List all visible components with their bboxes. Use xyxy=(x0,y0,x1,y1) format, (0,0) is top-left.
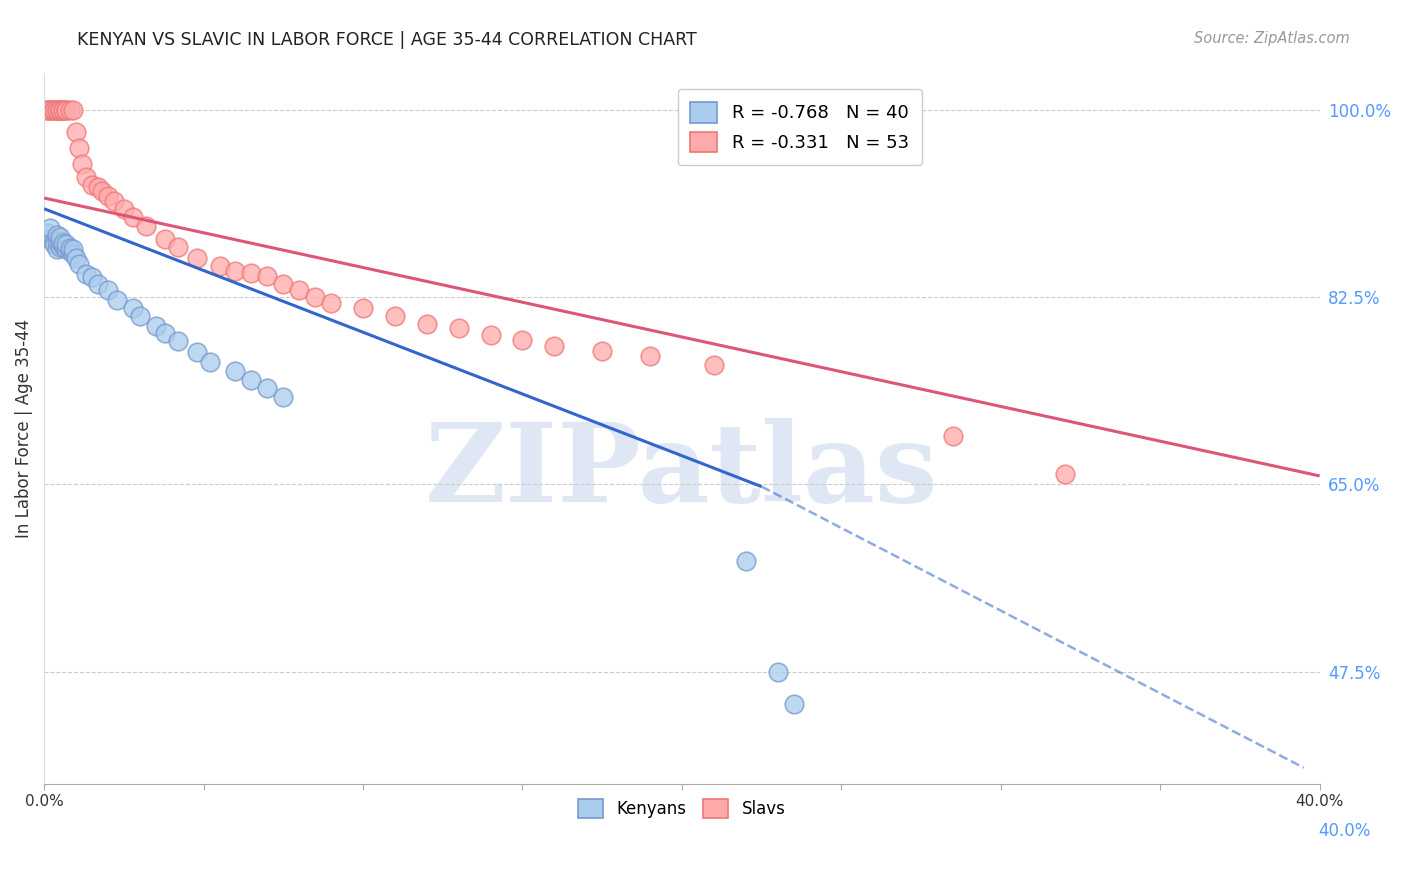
Point xyxy=(39,232,62,246)
Point xyxy=(45,234,67,248)
Point xyxy=(512,333,534,347)
Point xyxy=(37,103,59,118)
Point xyxy=(208,260,231,274)
Point xyxy=(52,235,75,250)
Text: ZIPatlas: ZIPatlas xyxy=(425,417,939,524)
Point xyxy=(112,202,135,216)
Point xyxy=(49,103,72,118)
Point xyxy=(155,232,177,246)
Point xyxy=(155,326,177,340)
Point xyxy=(90,184,112,198)
Point xyxy=(42,237,65,252)
Point xyxy=(75,169,97,184)
Point xyxy=(42,103,65,118)
Point xyxy=(240,266,263,280)
Point xyxy=(167,240,190,254)
Point xyxy=(384,309,406,323)
Point xyxy=(97,283,120,297)
Point xyxy=(65,251,87,265)
Point xyxy=(122,211,145,225)
Point xyxy=(591,343,613,358)
Y-axis label: In Labor Force | Age 35-44: In Labor Force | Age 35-44 xyxy=(15,318,32,538)
Point xyxy=(416,317,439,331)
Point xyxy=(224,364,246,378)
Point xyxy=(55,103,77,118)
Point xyxy=(55,243,77,257)
Point xyxy=(62,246,84,260)
Point xyxy=(352,301,374,315)
Point xyxy=(271,390,294,404)
Point xyxy=(37,227,59,241)
Point xyxy=(128,309,150,323)
Point xyxy=(52,239,75,253)
Point xyxy=(271,277,294,291)
Point xyxy=(52,103,75,118)
Point xyxy=(80,178,103,193)
Point xyxy=(45,228,67,243)
Point xyxy=(45,103,67,118)
Point xyxy=(186,251,208,265)
Point xyxy=(766,665,789,679)
Point xyxy=(304,290,326,304)
Point xyxy=(198,354,221,368)
Point xyxy=(288,283,311,297)
Point xyxy=(67,257,90,271)
Text: 40.0%: 40.0% xyxy=(1319,822,1371,840)
Point xyxy=(135,219,157,233)
Point xyxy=(42,234,65,248)
Point xyxy=(49,240,72,254)
Point xyxy=(45,103,67,118)
Point xyxy=(122,301,145,315)
Point xyxy=(186,345,208,359)
Point xyxy=(1053,467,1076,481)
Point xyxy=(256,268,278,283)
Point xyxy=(319,295,342,310)
Point xyxy=(49,103,72,118)
Point xyxy=(75,267,97,281)
Point xyxy=(59,244,82,259)
Point xyxy=(52,103,75,118)
Point xyxy=(42,103,65,118)
Point xyxy=(80,270,103,285)
Point xyxy=(87,180,110,194)
Point xyxy=(39,103,62,118)
Point xyxy=(39,103,62,118)
Point xyxy=(37,103,59,118)
Point xyxy=(42,103,65,118)
Point xyxy=(59,241,82,255)
Point xyxy=(447,321,470,335)
Point xyxy=(49,234,72,248)
Point xyxy=(59,103,82,118)
Point xyxy=(703,358,725,372)
Point xyxy=(479,327,502,342)
Point xyxy=(72,157,94,171)
Point xyxy=(224,263,246,277)
Point xyxy=(65,125,87,139)
Point xyxy=(49,103,72,118)
Point xyxy=(55,237,77,252)
Point xyxy=(638,349,661,363)
Point xyxy=(103,194,125,209)
Point xyxy=(97,189,120,203)
Point xyxy=(167,334,190,349)
Point xyxy=(62,243,84,257)
Point xyxy=(107,293,129,307)
Legend: Kenyans, Slavs: Kenyans, Slavs xyxy=(572,793,792,825)
Point xyxy=(543,338,565,352)
Point xyxy=(55,103,77,118)
Point xyxy=(62,103,84,118)
Point xyxy=(39,221,62,235)
Point xyxy=(240,373,263,387)
Point xyxy=(87,277,110,291)
Point xyxy=(45,243,67,257)
Point xyxy=(734,554,756,568)
Point xyxy=(67,141,90,155)
Point xyxy=(782,697,804,711)
Text: Source: ZipAtlas.com: Source: ZipAtlas.com xyxy=(1194,31,1350,46)
Text: KENYAN VS SLAVIC IN LABOR FORCE | AGE 35-44 CORRELATION CHART: KENYAN VS SLAVIC IN LABOR FORCE | AGE 35… xyxy=(77,31,697,49)
Point xyxy=(49,229,72,244)
Point xyxy=(256,381,278,395)
Point xyxy=(942,429,965,443)
Point xyxy=(145,319,167,334)
